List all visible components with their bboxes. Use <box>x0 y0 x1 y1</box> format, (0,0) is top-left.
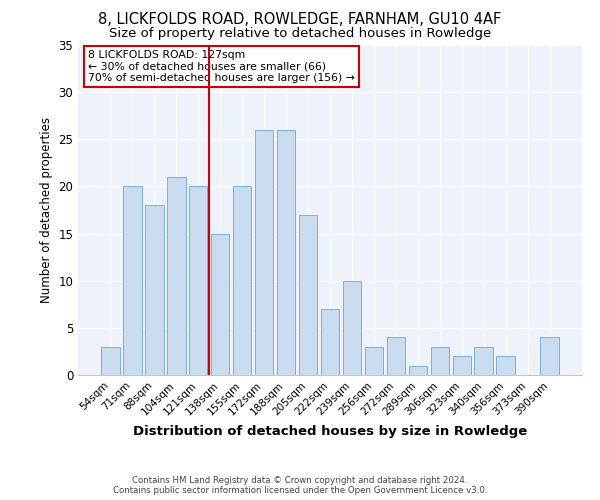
Bar <box>101 346 119 375</box>
Bar <box>496 356 515 375</box>
Text: Size of property relative to detached houses in Rowledge: Size of property relative to detached ho… <box>109 28 491 40</box>
Bar <box>343 280 361 375</box>
Bar <box>386 338 405 375</box>
Bar <box>255 130 274 375</box>
Bar <box>211 234 229 375</box>
Bar <box>277 130 295 375</box>
Bar <box>365 346 383 375</box>
Bar <box>233 186 251 375</box>
Text: Contains HM Land Registry data © Crown copyright and database right 2024.
Contai: Contains HM Land Registry data © Crown c… <box>113 476 487 495</box>
X-axis label: Distribution of detached houses by size in Rowledge: Distribution of detached houses by size … <box>133 425 527 438</box>
Bar <box>145 206 164 375</box>
Bar <box>123 186 142 375</box>
Bar <box>541 338 559 375</box>
Y-axis label: Number of detached properties: Number of detached properties <box>40 117 53 303</box>
Bar <box>409 366 427 375</box>
Bar <box>475 346 493 375</box>
Text: 8, LICKFOLDS ROAD, ROWLEDGE, FARNHAM, GU10 4AF: 8, LICKFOLDS ROAD, ROWLEDGE, FARNHAM, GU… <box>98 12 502 28</box>
Bar <box>189 186 208 375</box>
Bar <box>320 309 340 375</box>
Bar <box>431 346 449 375</box>
Bar <box>452 356 471 375</box>
Text: 8 LICKFOLDS ROAD: 127sqm
← 30% of detached houses are smaller (66)
70% of semi-d: 8 LICKFOLDS ROAD: 127sqm ← 30% of detach… <box>88 50 355 83</box>
Bar <box>167 177 185 375</box>
Bar <box>299 214 317 375</box>
